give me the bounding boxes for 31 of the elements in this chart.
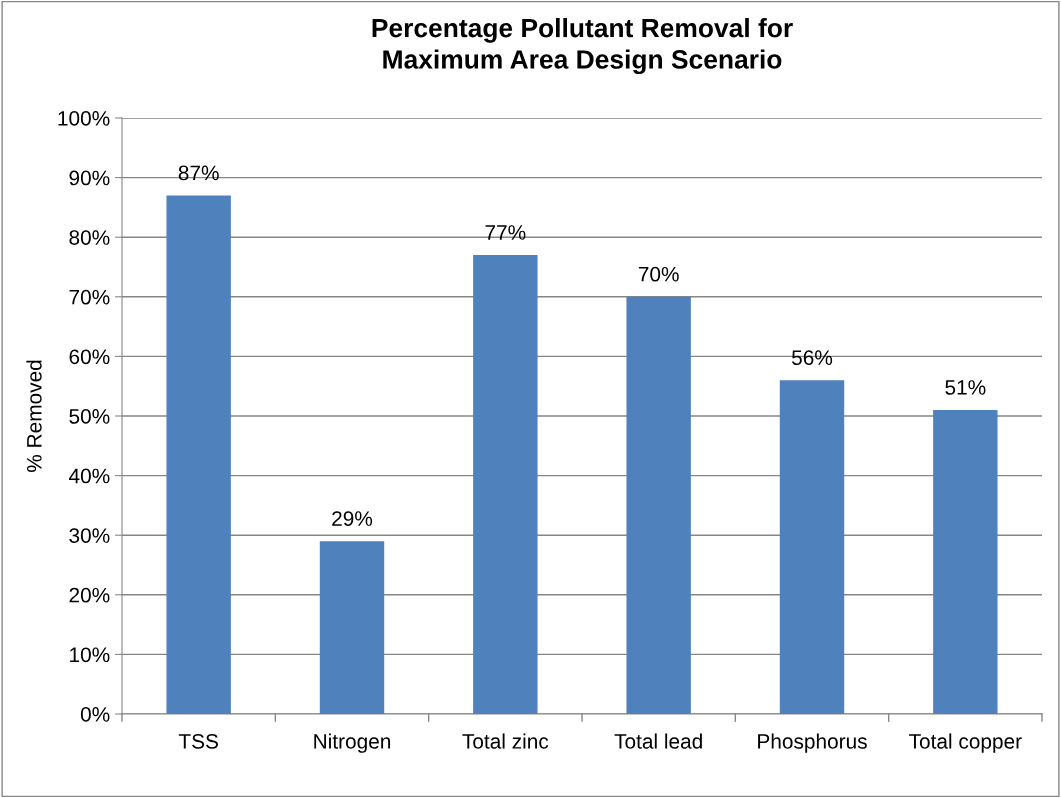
data-label: 70%	[638, 266, 679, 282]
bar	[319, 541, 385, 714]
bar	[473, 255, 538, 714]
data-label: 77%	[485, 225, 526, 240]
x-tick-label: Total lead	[614, 733, 702, 749]
data-label: 29%	[332, 511, 373, 526]
bar	[626, 296, 691, 714]
x-tick-label: Phosphorus	[758, 733, 867, 753]
y-tick-label: 40%	[68, 468, 110, 484]
y-axis-title: % Removed	[26, 360, 42, 472]
y-tick-label: 80%	[69, 230, 110, 245]
bar	[166, 195, 231, 714]
x-tick-label: Total copper	[909, 733, 1022, 753]
bar	[779, 380, 845, 714]
x-tick-label: TSS	[178, 733, 218, 749]
y-tick-label: 0%	[80, 707, 110, 722]
x-tick-label: Total zinc	[462, 733, 549, 749]
y-tick-label: 30%	[69, 528, 110, 543]
x-tick-label: Nitrogen	[314, 733, 391, 753]
data-label: 56%	[791, 350, 833, 366]
y-tick-label: 100%	[58, 111, 110, 126]
y-tick-label: 50%	[69, 409, 110, 424]
chart-title: Percentage Pollutant Removal for Maximum Area Design Scenario	[372, 18, 793, 75]
bar	[933, 410, 998, 714]
y-tick-label: 90%	[69, 170, 110, 186]
y-tick-label: 60%	[69, 349, 110, 365]
y-tick-label: 10%	[70, 647, 110, 663]
y-tick-label: 70%	[69, 289, 110, 305]
y-tick-label: 20%	[69, 587, 110, 603]
data-label: 87%	[178, 165, 219, 181]
data-label: 51%	[945, 380, 986, 395]
